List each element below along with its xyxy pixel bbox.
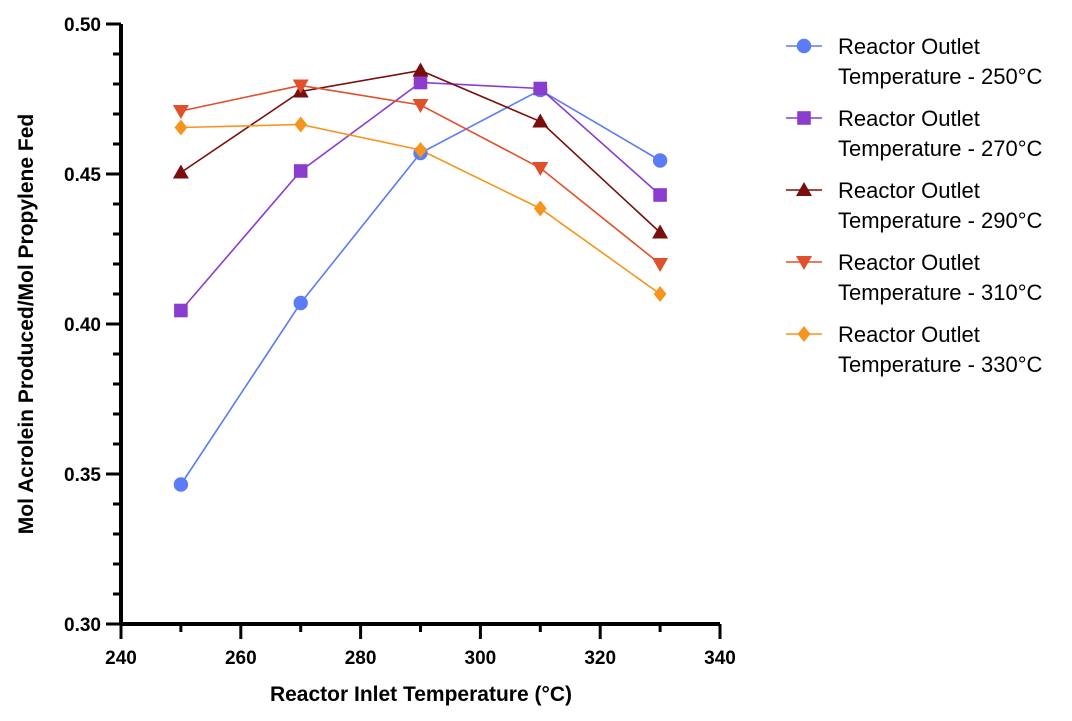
data-point-series-5 xyxy=(533,200,547,217)
data-point-series-1 xyxy=(293,295,308,311)
legend-label: Reactor Outlet xyxy=(838,250,980,275)
legend-label: Reactor Outlet xyxy=(838,106,980,131)
legend-label: Temperature - 310°C xyxy=(838,280,1043,305)
x-tick-label: 280 xyxy=(345,648,377,669)
x-axis-title: Reactor Inlet Temperature (°C) xyxy=(270,683,572,706)
y-tick-label: 0.45 xyxy=(64,165,101,186)
legend-label: Reactor Outlet xyxy=(838,178,980,203)
legend-marker xyxy=(796,182,812,196)
legend-marker xyxy=(797,111,811,125)
data-point-series-3 xyxy=(412,62,429,77)
data-point-series-2 xyxy=(174,303,188,318)
legend-marker xyxy=(796,38,812,54)
y-axis-title: Mol Acrolein Produced/Mol Propylene Fed xyxy=(15,114,38,534)
data-point-series-1 xyxy=(652,153,668,168)
y-tick-label: 0.30 xyxy=(64,615,101,636)
data-point-series-2 xyxy=(293,164,308,178)
data-point-series-1 xyxy=(173,477,189,492)
data-point-series-4 xyxy=(172,105,189,119)
y-tick-label: 0.35 xyxy=(64,465,101,486)
ticks xyxy=(106,22,722,639)
series-lines xyxy=(180,69,661,485)
legend-label: Reactor Outlet xyxy=(838,322,980,347)
data-point-series-5 xyxy=(174,119,188,136)
data-point-series-3 xyxy=(532,113,549,128)
data-point-series-4 xyxy=(292,79,309,94)
legend-label: Reactor Outlet xyxy=(838,34,980,59)
legend-label: Temperature - 250°C xyxy=(838,64,1043,89)
legend-label: Temperature - 270°C xyxy=(838,136,1043,161)
x-tick-label: 320 xyxy=(584,648,616,669)
data-point-series-5 xyxy=(414,142,427,158)
x-tick-label: 300 xyxy=(465,648,497,669)
legend: Reactor Outlet Temperature - 250°C Reactor… xyxy=(786,34,1043,377)
tick-labels: 0.30 0.35 0.40 0.45 0.50 240 260 280 300 320 340 xyxy=(64,15,736,669)
y-tick-label: 0.50 xyxy=(64,15,101,36)
series-markers xyxy=(172,62,669,492)
x-tick-label: 340 xyxy=(704,648,736,669)
x-tick-label: 260 xyxy=(225,648,257,669)
legend-label: Temperature - 290°C xyxy=(838,208,1043,233)
data-point-series-5 xyxy=(653,286,667,302)
data-point-series-4 xyxy=(652,258,669,272)
data-point-series-3 xyxy=(652,224,669,239)
legend-marker xyxy=(796,256,812,270)
data-point-series-5 xyxy=(294,116,308,133)
data-point-series-2 xyxy=(653,188,667,202)
data-point-series-2 xyxy=(533,81,548,96)
data-point-series-2 xyxy=(413,75,428,90)
legend-label: Temperature - 330°C xyxy=(838,352,1043,377)
x-tick-label: 240 xyxy=(105,648,137,669)
y-tick-label: 0.40 xyxy=(64,315,101,336)
series-line-2 xyxy=(180,81,661,312)
data-point-series-4 xyxy=(412,99,429,113)
data-point-series-3 xyxy=(172,164,189,179)
data-point-series-4 xyxy=(532,162,549,176)
axes xyxy=(119,24,720,626)
legend-marker xyxy=(797,326,811,342)
